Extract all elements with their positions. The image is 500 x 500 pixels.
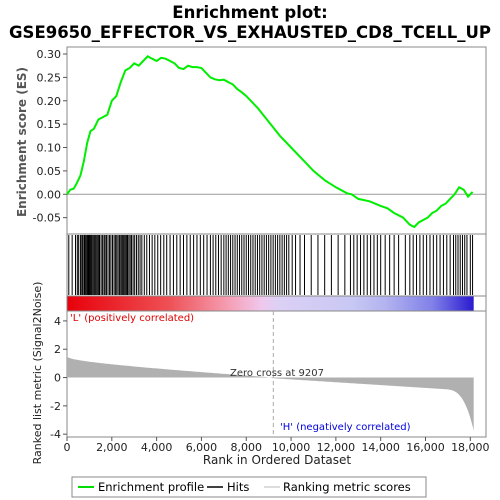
es-y-tick-label: 0.05 bbox=[37, 165, 62, 178]
rank-colorbar bbox=[66, 295, 487, 312]
x-tick-label: 14,000 bbox=[361, 441, 400, 454]
metric-y-axis-label: Ranked list metric (Signal2Noise) bbox=[31, 282, 44, 465]
hits-panel bbox=[66, 233, 487, 297]
metric-y-tick-label: 0 bbox=[54, 372, 61, 385]
x-tick-label: 18,000 bbox=[451, 441, 490, 454]
x-tick-label: 16,000 bbox=[406, 441, 445, 454]
x-tick-label: 10,000 bbox=[272, 441, 311, 454]
x-tick-label: 0 bbox=[64, 441, 71, 454]
legend-label-enrichment: Enrichment profile bbox=[98, 480, 204, 494]
metric-y-tick-label: 4 bbox=[54, 315, 61, 328]
x-tick-label: 6,000 bbox=[186, 441, 218, 454]
chart-title-line1: Enrichment plot: bbox=[172, 3, 327, 22]
metric-y-tick-label: -4 bbox=[50, 428, 61, 441]
metric-y-tick-label: -2 bbox=[50, 400, 61, 413]
enrichment-profile-line bbox=[66, 55, 474, 229]
negative-correlation-label: 'H' (negatively correlated) bbox=[280, 422, 411, 433]
es-panel: -0.05 0.00 0.05 0.10 0.15 0.20 0.25 0.30 bbox=[33, 46, 487, 235]
es-y-tick-label: 0.25 bbox=[37, 71, 62, 84]
ranking-metric-area bbox=[67, 355, 474, 431]
zero-cross-annotation: Zero cross at 9207 bbox=[230, 368, 324, 379]
es-y-tick-label: -0.05 bbox=[33, 212, 61, 225]
legend-frame bbox=[71, 476, 427, 498]
x-tick-label: 12,000 bbox=[317, 441, 356, 454]
metric-y-tick-label: 2 bbox=[54, 343, 61, 356]
es-y-tick-label: 0.15 bbox=[37, 118, 62, 131]
es-y-tick-label: 0.10 bbox=[37, 142, 62, 155]
metric-panel: -4 -2 0 2 4 0 2,000 4,000 6,000 8,000 10,000 12,00… bbox=[50, 310, 490, 454]
es-y-axis-label: Enrichment score (ES) bbox=[15, 67, 29, 217]
x-axis-label: Rank in Ordered Dataset bbox=[203, 453, 351, 467]
legend-label-hits: Hits bbox=[227, 480, 249, 494]
x-tick-label: 8,000 bbox=[231, 441, 263, 454]
es-panel-frame bbox=[66, 46, 487, 235]
es-y-tick-label: 0.00 bbox=[37, 188, 62, 201]
legend-label-ranking: Ranking metric scores bbox=[283, 480, 411, 494]
colorbar-gradient bbox=[67, 296, 474, 311]
x-tick-label: 4,000 bbox=[141, 441, 173, 454]
legend: Enrichment profile Hits Ranking metric s… bbox=[71, 476, 427, 498]
positive-correlation-label: 'L' (positively correlated) bbox=[70, 313, 194, 324]
es-y-tick-label: 0.30 bbox=[37, 48, 62, 61]
x-tick-label: 2,000 bbox=[96, 441, 128, 454]
chart-title-line2: GSE9650_EFFECTOR_VS_EXHAUSTED_CD8_TCELL_… bbox=[9, 23, 491, 42]
es-y-tick-label: 0.20 bbox=[37, 95, 62, 108]
